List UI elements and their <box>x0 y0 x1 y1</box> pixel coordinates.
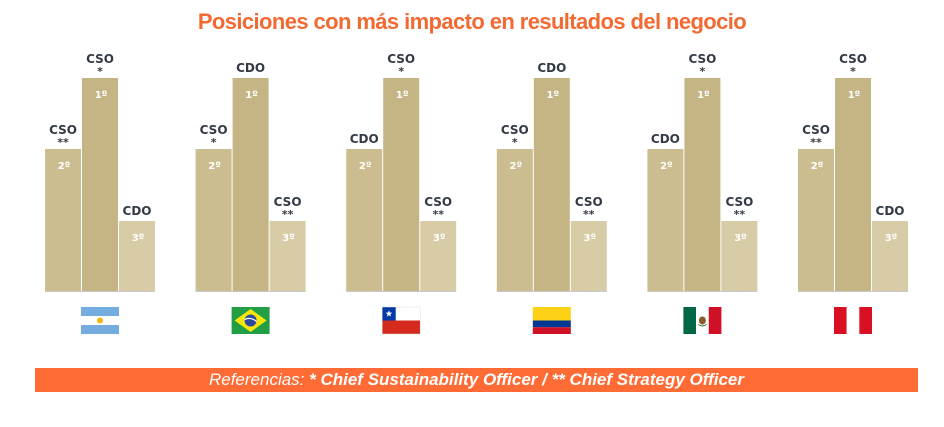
bar <box>684 78 721 291</box>
role-label: CSO <box>49 123 77 137</box>
bar <box>119 221 155 291</box>
chart-title: Posiciones con más impacto en resultados… <box>197 9 747 34</box>
role-mark: ** <box>734 208 746 221</box>
role-mark: ** <box>282 208 294 221</box>
role-label: CDO <box>651 132 680 146</box>
role-mark: * <box>398 65 404 78</box>
rank-label: 1º <box>95 90 108 101</box>
bar <box>721 221 758 291</box>
role-mark: * <box>700 65 706 78</box>
rank-label: 3º <box>282 233 295 244</box>
role-label: CDO <box>350 132 379 146</box>
argentina-flag-icon: Argentina <box>81 307 119 334</box>
bar <box>533 78 570 291</box>
rank-label: 2º <box>359 161 372 172</box>
role-label: CSO <box>86 52 114 66</box>
rank-label: 3º <box>734 233 747 244</box>
bar <box>346 149 383 291</box>
rank-label: 1º <box>396 90 409 101</box>
peru-flag-icon: Perú <box>834 307 872 334</box>
bar <box>420 221 457 291</box>
rank-label: 2º <box>58 161 71 172</box>
rank-label: 2º <box>811 161 824 172</box>
role-label: CSO <box>501 123 529 137</box>
rank-label: 3º <box>132 233 145 244</box>
role-label: CSO <box>200 123 228 137</box>
role-label: CSO <box>575 195 603 209</box>
bar-chart: 2ºCSO**1ºCSO*3ºCDOArgentina2ºCSO*1ºCDO3º… <box>45 52 908 335</box>
rank-label: 1º <box>697 90 710 101</box>
bar <box>570 221 607 291</box>
role-mark: ** <box>810 136 822 149</box>
role-mark: ** <box>57 136 69 149</box>
legend-prefix: Referencias: <box>208 370 305 389</box>
role-label: CSO <box>688 52 716 66</box>
rank-label: 3º <box>583 233 596 244</box>
bar <box>45 149 81 291</box>
rank-label: 1º <box>848 90 861 101</box>
role-label: CDO <box>236 61 265 75</box>
mexico-flag-icon: México <box>683 307 722 334</box>
bar <box>232 78 269 291</box>
rank-label: 1º <box>245 90 258 101</box>
role-label: CDO <box>876 204 905 218</box>
role-label: CSO <box>274 195 302 209</box>
bar <box>798 149 834 291</box>
bar <box>82 78 118 291</box>
bar <box>872 221 908 291</box>
role-mark: ** <box>432 208 444 221</box>
colombia-flag-icon: Colombia <box>532 307 571 334</box>
role-label: CSO <box>424 195 452 209</box>
chile-flag-icon: Chile <box>381 306 421 335</box>
bar <box>647 149 684 291</box>
role-mark: ** <box>583 208 595 221</box>
rank-label: 3º <box>885 233 898 244</box>
rank-label: 2º <box>660 161 673 172</box>
bar <box>269 221 306 291</box>
role-mark: * <box>512 136 518 149</box>
bar <box>195 149 232 291</box>
rank-label: 2º <box>208 161 221 172</box>
rank-label: 2º <box>509 161 522 172</box>
role-label: CSO <box>839 52 867 66</box>
legend-bar: Referencias: * Chief Sustainability Offi… <box>35 368 918 392</box>
role-label: CDO <box>123 204 152 218</box>
rank-label: 1º <box>546 90 559 101</box>
bar <box>496 149 533 291</box>
bar <box>835 78 871 291</box>
role-label: CSO <box>802 123 830 137</box>
legend-text: * Chief Sustainability Officer / ** Chie… <box>304 370 745 389</box>
role-label: CSO <box>725 195 753 209</box>
brazil-flag-icon: Brasil <box>231 307 270 334</box>
role-label: CDO <box>537 61 566 75</box>
role-label: CSO <box>387 52 415 66</box>
rank-label: 3º <box>433 233 446 244</box>
role-mark: * <box>850 65 856 78</box>
role-mark: * <box>211 136 217 149</box>
role-mark: * <box>97 65 103 78</box>
bar <box>383 78 420 291</box>
